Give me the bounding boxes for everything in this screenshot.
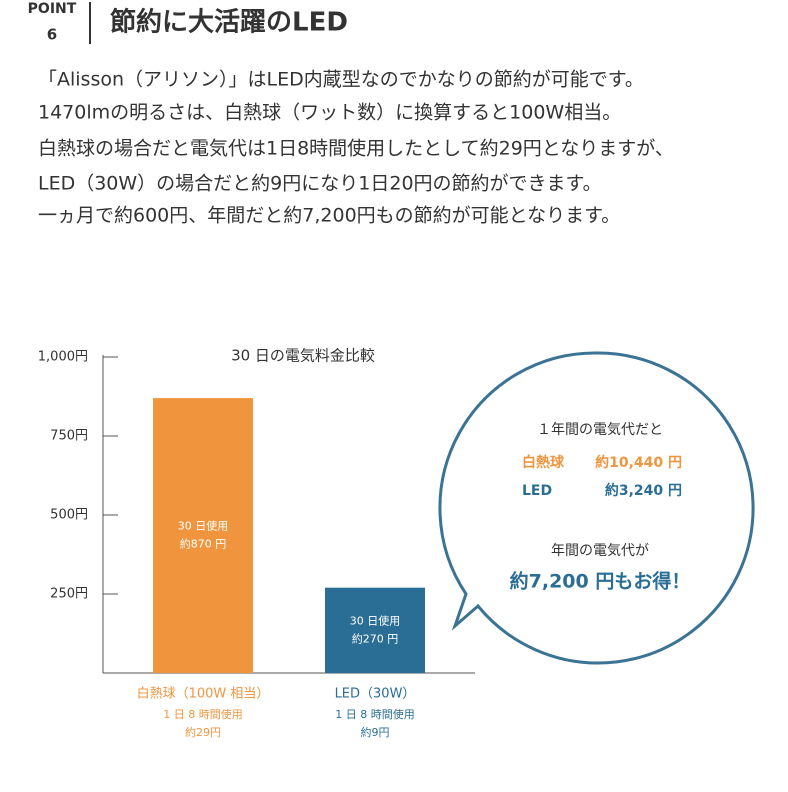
- callout-subheading: 年間の電気代が: [551, 543, 649, 559]
- callout-row-label: 白熱球: [522, 454, 565, 471]
- title: 節約に大活躍のLED: [110, 7, 348, 38]
- body-line: 1470lmの明るさは、白熱球（ワット数）に換算すると100W相当。: [38, 102, 621, 124]
- category-note: 約29円: [185, 725, 221, 739]
- body-line: 一ヵ月で約600円、年間だと約7,200円もの節約が可能となります。: [38, 205, 620, 227]
- value-label: 約870 円: [180, 537, 227, 551]
- category-note: 1 日 8 時間使用: [335, 708, 415, 721]
- y-tick-label: 1,000円: [38, 350, 88, 365]
- y-tick-label: 750円: [50, 429, 88, 444]
- bar-note: 30 日使用: [178, 520, 229, 533]
- bar-note: 30 日使用: [350, 614, 401, 627]
- bar: [325, 587, 425, 673]
- y-tick-label: 250円: [50, 587, 88, 602]
- callout-heading: １年間の電気代だと: [537, 422, 663, 438]
- point-number: 6: [47, 26, 57, 44]
- chart-title: 30 日の電気料金比較: [231, 347, 375, 365]
- bar: [153, 398, 253, 673]
- y-tick-label: 500円: [50, 508, 88, 523]
- body-line: 「Alisson（アリソン）」はLED内蔵型なのでかなりの節約が可能です。: [38, 69, 644, 91]
- callout-highlight: 約7,200 円もお得！: [510, 570, 691, 593]
- x-tick-label: 白熱球（100W 相当）: [137, 686, 270, 702]
- body-line: 白熱球の場合だと電気代は1日8時間使用したとして約29円となりますが、: [38, 138, 674, 160]
- body-line: LED（30W）の場合だと約9円になり1日20円の節約ができます。: [38, 173, 602, 195]
- callout-bubble: [438, 351, 755, 665]
- callout-row-label: LED: [522, 483, 552, 499]
- value-label: 約270 円: [352, 631, 399, 645]
- callout-row-value: 約3,240 円: [605, 482, 682, 499]
- category-note: 約9円: [361, 725, 390, 739]
- point-label: POINT: [28, 1, 77, 17]
- category-note: 1 日 8 時間使用: [163, 708, 243, 721]
- x-tick-label: LED（30W）: [335, 687, 416, 702]
- callout-row-value: 約10,440 円: [595, 454, 682, 471]
